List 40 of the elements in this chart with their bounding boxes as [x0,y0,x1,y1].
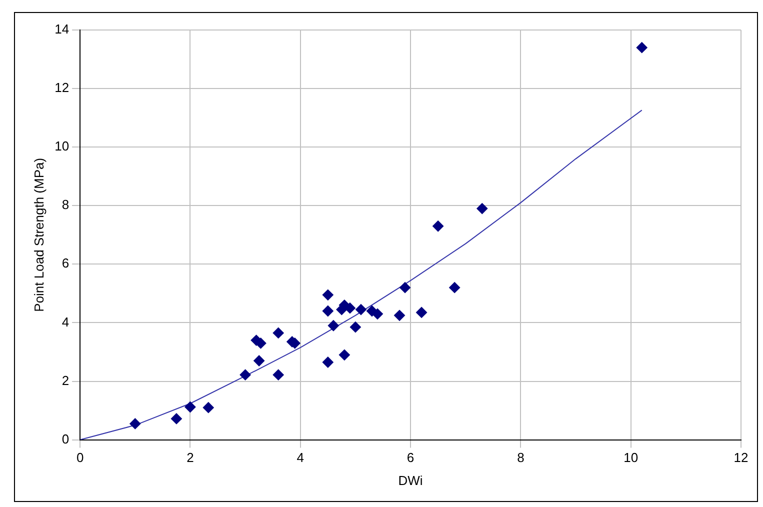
point [400,282,411,294]
point [184,402,196,413]
point [449,282,460,294]
point [240,369,251,380]
x-tick-label: 12 [734,450,748,466]
y-tick-label: 12 [54,80,70,96]
y-tick-label: 2 [62,372,70,388]
point [322,289,334,300]
y-tick-label: 0 [62,431,70,446]
x-tick-label: 10 [624,450,638,466]
y-tick-label: 10 [54,138,70,154]
point [338,349,350,360]
x-tick-label: 6 [406,450,414,466]
y-tick-label: 14 [54,22,70,37]
x-tick-label: 8 [517,450,524,466]
point [372,308,383,320]
y-tick-label: 6 [62,256,70,271]
point [322,356,334,368]
x-axis-title: DWi [398,472,423,488]
x-tick-label: 2 [186,450,194,466]
point [272,369,284,380]
point [394,310,406,321]
point [432,220,444,232]
y-tick-label: 8 [62,197,70,212]
y-tick-label: 4 [62,314,70,330]
point [328,320,339,332]
point [476,203,488,214]
point [322,306,334,317]
point [254,355,265,366]
point [170,413,182,424]
y-axis-title: Point Load Strength (MPa) [31,158,46,312]
x-tick-label: 4 [296,450,304,466]
point [355,304,366,316]
point [350,322,361,333]
point [272,327,284,338]
point [202,402,214,414]
x-tick-label: 0 [76,450,84,466]
point [416,306,428,318]
point [130,418,141,430]
point [636,42,648,54]
